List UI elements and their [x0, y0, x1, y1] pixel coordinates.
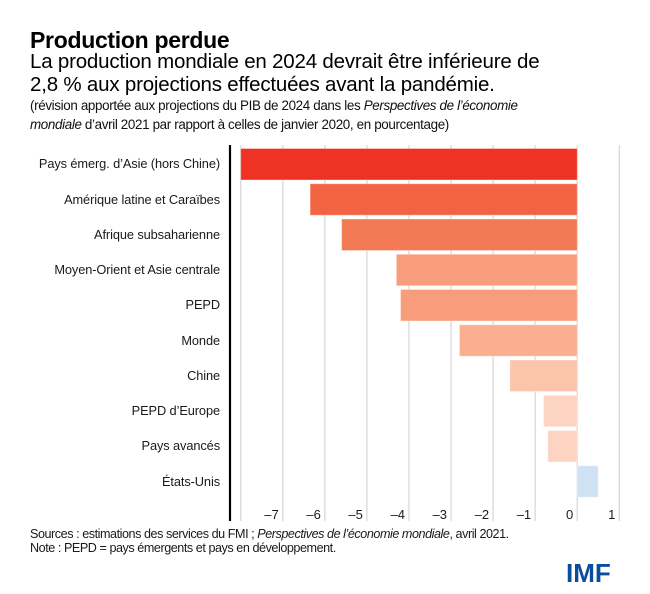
category-label: PEPD d’Europe — [131, 403, 220, 418]
sources-end: , avril 2021. — [449, 527, 509, 541]
category-label: Afrique subsaharienne — [94, 226, 220, 242]
bar — [341, 218, 578, 251]
bar — [509, 359, 578, 392]
x-tick-label: –1 — [517, 507, 531, 522]
category-label: Chine — [187, 367, 220, 383]
x-tick-label: 0 — [566, 507, 573, 522]
chart-note: (révision apportée aux projections du PI… — [30, 96, 518, 134]
bar — [240, 148, 578, 181]
note-text-2: d’avril 2021 par rapport à celles de jan… — [81, 117, 449, 132]
sources-publication: Perspectives de l’économie mondiale — [257, 527, 450, 541]
category-label: Moyen-Orient et Asie centrale — [54, 262, 220, 277]
x-tick-label: 1 — [608, 507, 615, 522]
bar — [547, 430, 578, 463]
bar — [576, 465, 599, 498]
category-label: Amérique latine et Caraïbes — [64, 191, 220, 207]
x-tick-label: –3 — [433, 507, 447, 522]
x-tick-label: –5 — [348, 507, 362, 522]
chart-title: Production perdue — [30, 27, 230, 53]
footer-note: Note : PEPD = pays émergents et pays en … — [30, 541, 336, 555]
imf-logo: IMF — [566, 558, 611, 588]
note-publication-italic-2: mondiale — [30, 117, 82, 132]
subtitle-line-2: 2,8 % aux projections effectuées avant l… — [30, 72, 495, 96]
category-label: Pays émerg. d’Asie (hors Chine) — [38, 156, 220, 172]
sources-text: Sources : estimations des services du FM… — [30, 527, 258, 541]
bar — [309, 183, 578, 216]
x-tick-label: –6 — [306, 507, 320, 522]
chart-footer: Sources : estimations des services du FM… — [30, 527, 509, 555]
note-line-2: mondiale d’avril 2021 par rapport à cell… — [30, 115, 518, 134]
bar — [400, 289, 578, 322]
x-tick-label: –2 — [475, 507, 489, 522]
bar — [458, 324, 578, 357]
note-line-1: (révision apportée aux projections du PI… — [30, 96, 518, 115]
x-tick-label: –7 — [264, 507, 278, 522]
bar — [395, 253, 578, 287]
sources-line: Sources : estimations des services du FM… — [30, 527, 509, 541]
bar — [543, 394, 578, 428]
chart-subtitle: La production mondiale en 2024 devrait ê… — [30, 50, 630, 96]
x-tick-label: –4 — [390, 507, 404, 522]
category-label: Pays avancés — [141, 438, 221, 454]
category-label: PEPD — [185, 297, 221, 313]
category-label: Monde — [181, 332, 220, 348]
category-label: États-Unis — [161, 473, 220, 489]
subtitle-line-1: La production mondiale en 2024 devrait ê… — [30, 50, 540, 73]
note-text: (révision apportée aux projections du PI… — [30, 98, 364, 113]
note-publication-italic: Perspectives de l’économie — [363, 98, 518, 113]
